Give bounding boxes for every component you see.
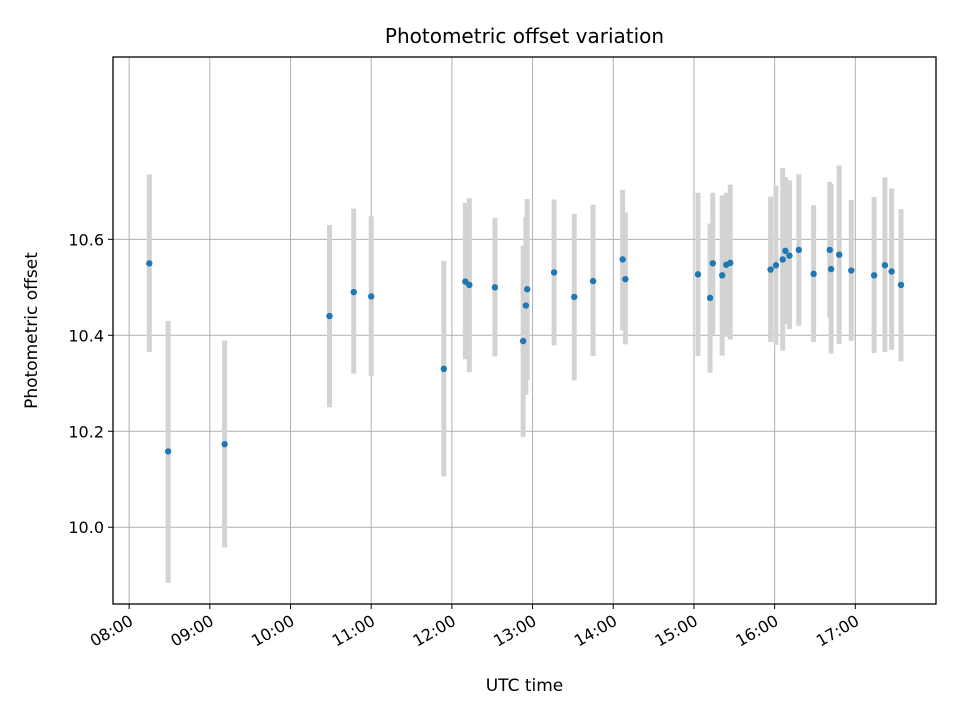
- y-tick-label: 10.2: [68, 422, 104, 441]
- data-point: [782, 247, 789, 255]
- data-point: [827, 265, 835, 273]
- data-point: [835, 251, 843, 258]
- data-point: [589, 277, 597, 285]
- x-tick-label: 17:00: [813, 611, 862, 651]
- x-tick-label: 16:00: [732, 611, 781, 651]
- data-point: [619, 256, 626, 263]
- y-axis-label: Photometric offset: [22, 252, 42, 409]
- data-point: [164, 448, 172, 455]
- y-tick-label: 10.0: [68, 518, 104, 537]
- x-tick-label: 10:00: [248, 611, 297, 651]
- data-point: [779, 256, 786, 263]
- data-point: [772, 262, 780, 269]
- x-tick-label: 13:00: [490, 611, 539, 651]
- x-tick-label: 11:00: [329, 611, 378, 651]
- y-tick-label: 10.6: [68, 230, 104, 249]
- y-tick-label: 10.4: [68, 326, 104, 345]
- data-point: [706, 294, 714, 302]
- data-point: [491, 284, 499, 291]
- data-point: [350, 288, 357, 296]
- data-point: [221, 441, 228, 448]
- data-point: [718, 272, 726, 279]
- data-point: [897, 281, 905, 289]
- data-points: [146, 246, 905, 455]
- data-point: [848, 267, 855, 274]
- x-tick-label: 09:00: [167, 611, 216, 651]
- data-point: [795, 246, 803, 254]
- data-point: [571, 293, 578, 301]
- data-point: [810, 270, 817, 278]
- data-point: [466, 281, 473, 289]
- x-axis-label: UTC time: [486, 676, 564, 696]
- errorbars: [146, 165, 904, 583]
- x-tick-label: 12:00: [409, 611, 458, 651]
- data-point: [888, 268, 895, 275]
- x-tick-label: 08:00: [87, 611, 136, 651]
- plot-frame: [112, 56, 937, 605]
- data-point: [727, 259, 734, 267]
- x-tick-label: 15:00: [652, 611, 701, 651]
- data-point: [146, 260, 153, 267]
- x-axis: 08:00 09:00 10:00 11:00 12:00 13:00 14:00 15:00…: [87, 604, 862, 651]
- data-point: [326, 312, 333, 320]
- data-point: [870, 272, 878, 279]
- data-point: [440, 365, 448, 373]
- data-point: [367, 293, 375, 300]
- data-point: [767, 266, 774, 273]
- y-axis: 10.0 10.2 10.4 10.6: [68, 230, 113, 537]
- data-point: [522, 302, 530, 309]
- data-point: [881, 262, 889, 269]
- data-point: [622, 275, 629, 283]
- x-tick-label: 14:00: [571, 611, 620, 651]
- data-point: [519, 337, 527, 345]
- data-point: [694, 271, 702, 278]
- data-point: [523, 286, 531, 293]
- data-point: [550, 269, 558, 276]
- chart-title: Photometric offset variation: [385, 24, 664, 48]
- data-point: [786, 252, 793, 259]
- data-point: [709, 260, 716, 267]
- data-point: [826, 246, 833, 254]
